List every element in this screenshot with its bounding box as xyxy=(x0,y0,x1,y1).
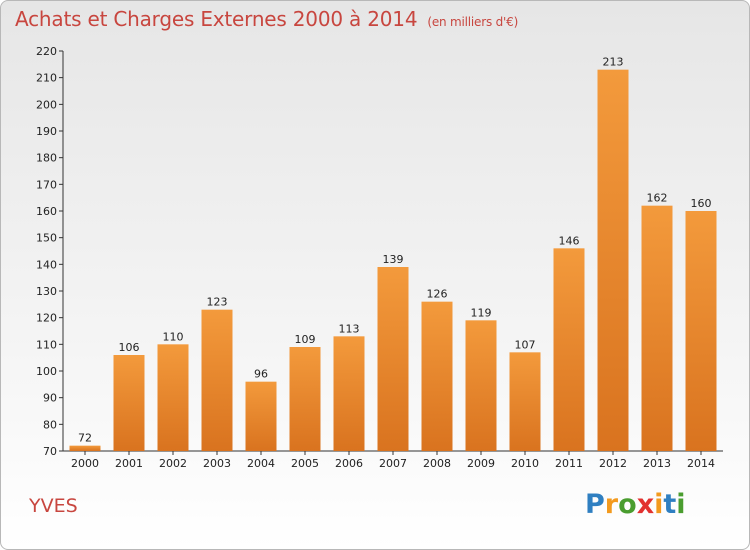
x-tick-label-2007: 2007 xyxy=(379,457,407,470)
value-label-2011: 146 xyxy=(559,234,580,247)
bar-2000 xyxy=(69,445,101,451)
bar-2003 xyxy=(201,309,233,451)
x-tick-label-2005: 2005 xyxy=(291,457,319,470)
x-tick-label-2011: 2011 xyxy=(555,457,583,470)
bar-2001 xyxy=(113,355,145,451)
x-tick-label-2002: 2002 xyxy=(159,457,187,470)
y-tick-label: 200 xyxy=(36,98,57,111)
y-tick-label: 120 xyxy=(36,312,57,325)
value-label-2008: 126 xyxy=(427,288,448,301)
bar-2011 xyxy=(553,248,585,451)
commune-name: YVES xyxy=(29,495,78,517)
value-label-2012: 213 xyxy=(603,56,624,69)
value-label-2013: 162 xyxy=(647,192,668,205)
x-tick-label-2003: 2003 xyxy=(203,457,231,470)
y-tick-label: 170 xyxy=(36,178,57,191)
x-tick-label-2004: 2004 xyxy=(247,457,275,470)
bar-2005 xyxy=(289,347,321,451)
y-tick-label: 160 xyxy=(36,205,57,218)
y-tick-label: 150 xyxy=(36,232,57,245)
x-tick-label-2012: 2012 xyxy=(599,457,627,470)
logo-letter: o xyxy=(618,489,637,520)
logo-letter: i xyxy=(676,489,686,520)
value-label-2004: 96 xyxy=(254,368,268,381)
value-label-2005: 109 xyxy=(295,333,316,346)
logo-letter: x xyxy=(636,489,655,520)
bar-2006 xyxy=(333,336,365,451)
bar-2007 xyxy=(377,267,409,451)
logo-letter: t xyxy=(663,489,677,520)
bar-2008 xyxy=(421,301,453,451)
x-tick-label-2006: 2006 xyxy=(335,457,363,470)
chart-title: Achats et Charges Externes 2000 à 2014 (e… xyxy=(15,7,518,31)
bar-2014 xyxy=(685,211,717,451)
x-tick-label-2009: 2009 xyxy=(467,457,495,470)
logo-letter: P xyxy=(585,489,605,520)
y-tick-label: 190 xyxy=(36,125,57,138)
value-label-2009: 119 xyxy=(471,306,492,319)
value-label-2002: 110 xyxy=(163,330,184,343)
proxiti-logo: Proxiti xyxy=(585,489,686,520)
bar-2013 xyxy=(641,205,673,451)
x-tick-label-2013: 2013 xyxy=(643,457,671,470)
y-tick-label: 90 xyxy=(43,392,57,405)
bar-2004 xyxy=(245,381,277,451)
bar-2009 xyxy=(465,320,497,451)
y-tick-label: 80 xyxy=(43,418,57,431)
y-tick-label: 220 xyxy=(36,45,57,58)
value-label-2007: 139 xyxy=(383,253,404,266)
x-tick-label-2014: 2014 xyxy=(687,457,715,470)
bar-2012 xyxy=(597,69,629,452)
chart-title-text: Achats et Charges Externes 2000 à 2014 xyxy=(15,7,418,31)
x-tick-label-2001: 2001 xyxy=(115,457,143,470)
logo-letter: i xyxy=(654,489,664,520)
y-tick-label: 210 xyxy=(36,72,57,85)
value-label-2014: 160 xyxy=(691,197,712,210)
logo-letter: r xyxy=(604,489,619,520)
x-tick-label-2010: 2010 xyxy=(511,457,539,470)
value-label-2001: 106 xyxy=(119,341,140,354)
y-tick-label: 110 xyxy=(36,338,57,351)
x-tick-label-2000: 2000 xyxy=(71,457,99,470)
x-tick-label-2008: 2008 xyxy=(423,457,451,470)
y-tick-label: 100 xyxy=(36,365,57,378)
value-label-2006: 113 xyxy=(339,322,360,335)
value-label-2010: 107 xyxy=(515,338,536,351)
value-label-2000: 72 xyxy=(78,432,92,445)
y-tick-label: 180 xyxy=(36,152,57,165)
y-tick-label: 140 xyxy=(36,258,57,271)
y-tick-label: 70 xyxy=(43,445,57,458)
value-label-2003: 123 xyxy=(207,296,228,309)
y-tick-label: 130 xyxy=(36,285,57,298)
bar-2010 xyxy=(509,352,541,451)
bar-2002 xyxy=(157,344,189,451)
chart-subtitle: (en milliers d'€) xyxy=(427,15,519,29)
